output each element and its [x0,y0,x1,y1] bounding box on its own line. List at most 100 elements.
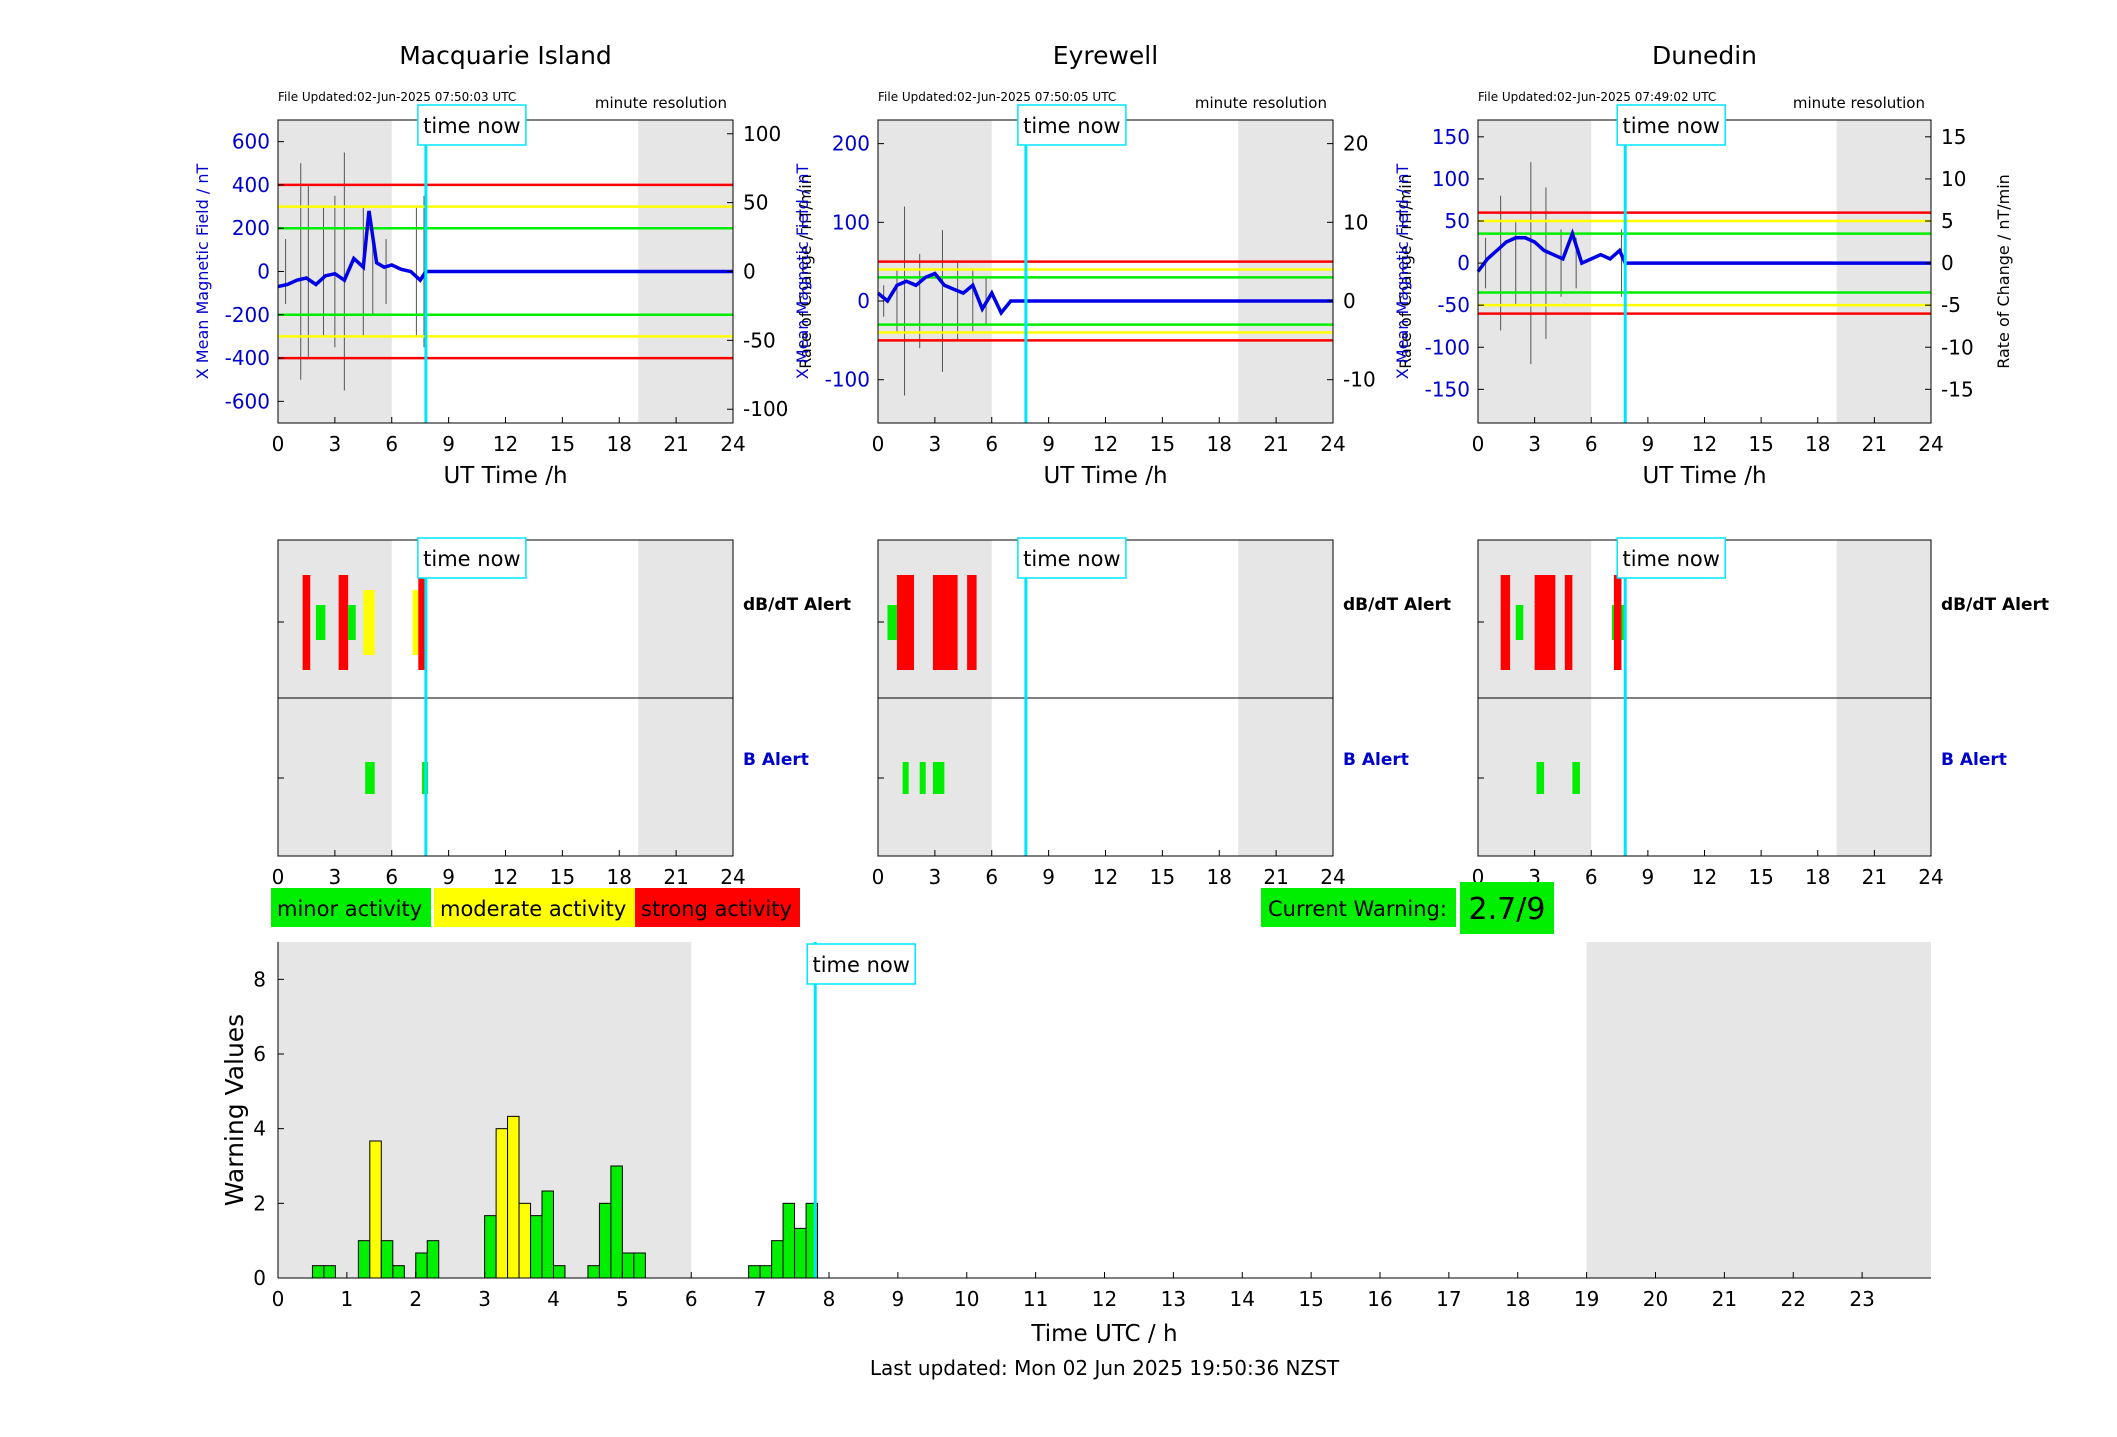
y2-axis-label: Rate of Change / nT/min [796,174,815,369]
y2-tick-label: -100 [743,397,788,421]
y-tick-label: 6 [253,1042,266,1066]
y2-tick-label: -5 [1941,293,1961,317]
y2-tick-label: -15 [1941,377,1974,401]
mean-field-line [1476,228,1931,273]
x-tick-label: 0 [1472,432,1485,456]
warning-bar [782,1202,796,1279]
x-tick-label: 13 [1161,1287,1186,1311]
y2-tick-label: 5 [1941,209,1954,233]
x-tick-label: 0 [872,432,885,456]
y-axis-label: X Mean Magnetic Field / nT [793,164,812,380]
y2-tick-label: -10 [1343,368,1376,392]
dbdt-alert-block [315,605,326,640]
x-tick-label: 6 [1585,865,1598,889]
x-axis-label: UT Time /h [443,463,567,489]
time-now-callout: time now [417,104,527,146]
warning-bar [610,1165,623,1279]
x-tick-label: 16 [1367,1287,1392,1311]
x-tick-label: 21 [1862,865,1887,889]
warning-bar [587,1265,600,1279]
y-tick-label: 200 [832,132,870,156]
x-tick-label: 24 [1918,865,1943,889]
x-tick-label: 6 [1585,432,1598,456]
night-shade [1836,120,1931,423]
y-tick-label: 2 [253,1191,266,1215]
night-shade [1478,120,1592,423]
x-tick-label: 12 [1692,432,1717,456]
x-tick-label: 9 [892,1287,905,1311]
x-tick-label: 12 [493,432,518,456]
warning-bar [771,1240,784,1279]
night-shade [1586,942,1931,1278]
y-axis-label: X Mean Magnetic Field / nT [193,164,212,380]
dbdt-alert-block [1613,575,1622,670]
y2-tick-label: 0 [1941,251,1954,275]
dbdt-alert-block [338,575,349,670]
x-tick-label: 6 [385,865,398,889]
legend-minor-label: minor activity [277,897,422,921]
time-now-callout: time now [417,537,527,579]
warning-bar [507,1115,520,1279]
time-now-callout: time now [1017,537,1127,579]
y-tick-label: 0 [253,1266,266,1290]
dbdt-alert-block [363,590,375,655]
x-tick-label: 9 [442,865,455,889]
warning-bar-chart: 0 1 2 3 4 5 6 7 8 9 10 11 12 13 14 15 16 17 18 19 20 21 22 2302… [220,942,1931,1347]
b-alert-block [919,762,926,794]
time-now-callout-box [1017,537,1127,579]
current-warning-label: Current Warning: [1268,897,1447,921]
x-tick-label: 24 [720,432,745,456]
warning-bar [621,1252,635,1279]
x-tick-label: 21 [663,432,688,456]
b-alert-block [902,762,909,794]
y-tick-label: -200 [225,303,270,327]
time-now-callout-label: time now [423,547,520,571]
dbdt-alert-block [887,605,897,640]
current-warning-value: 2.7/9 [1469,892,1546,927]
y-tick-label: 100 [1432,167,1470,191]
legend-strong-swatch [635,888,800,927]
y2-tick-label: -10 [1941,335,1974,359]
warning-bar [518,1202,532,1279]
x-tick-label: 6 [685,1287,698,1311]
x-tick-label: 12 [1092,1287,1117,1311]
x-tick-label: 9 [1042,865,1055,889]
alert-panel-1: 0 3 6 9 12 15 18 21 24 dB/dT Alert B Alert [272,539,851,889]
x-tick-label: 15 [550,865,575,889]
y2-tick-label: 15 [1941,125,1966,149]
y2-tick-label: 20 [1343,132,1368,156]
time-now-callout-box [806,943,916,985]
warning-bar [598,1202,612,1279]
file-updated: File Updated:02-Jun-2025 07:49:02 UTC [1478,90,1716,104]
x-tick-label: 9 [1642,865,1655,889]
time-now-callout-box [1616,537,1726,579]
x-tick-label: 3 [929,432,942,456]
x-tick-label: 12 [1692,865,1717,889]
warning-bar [748,1265,761,1279]
x-tick-label: 17 [1436,1287,1461,1311]
x-tick-label: 11 [1023,1287,1048,1311]
y-tick-label: 400 [232,173,270,197]
warning-bar [369,1140,382,1279]
x-tick-label: 0 [272,432,285,456]
y-tick-label: -150 [1425,377,1470,401]
time-now-callout: time now [1616,537,1726,579]
warning-bar [759,1265,773,1279]
time-now-callout-label: time now [1023,114,1120,138]
dbdt-alert-block [1515,605,1524,640]
x-tick-label: 12 [1093,432,1118,456]
x-tick-label: 19 [1574,1287,1599,1311]
warning-bar [415,1252,428,1279]
dbdt-alert-label: dB/dT Alert [1941,595,2049,615]
y2-tick-label: 50 [743,191,768,215]
x-tick-label: 7 [754,1287,767,1311]
x-tick-label: 18 [607,432,632,456]
warning-bar [541,1190,554,1279]
warning-bar [380,1240,394,1279]
x-tick-label: 18 [1207,432,1232,456]
y-tick-label: -50 [1437,293,1470,317]
y-tick-label: 4 [253,1117,266,1141]
warning-bar [530,1215,543,1279]
y-tick-label: 600 [232,130,270,154]
y-tick-label: -600 [225,389,270,413]
